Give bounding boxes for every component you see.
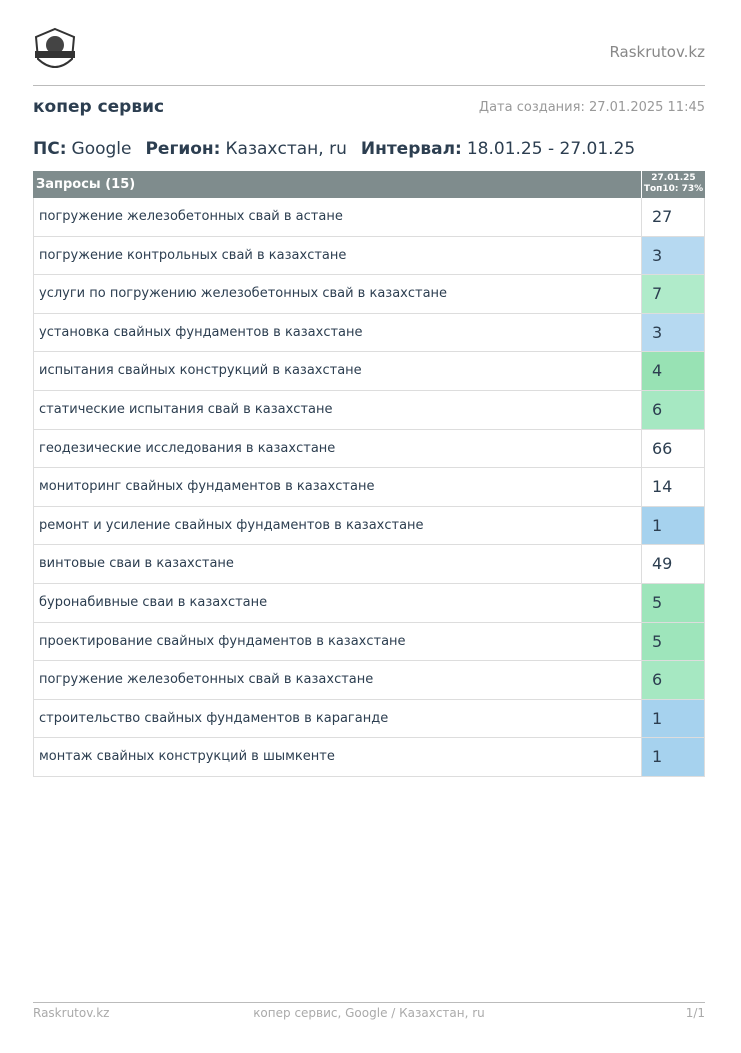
param: ПС: Google: [33, 139, 131, 159]
logo: [34, 27, 76, 68]
query: услуги по погружению железобетонных свай…: [39, 286, 448, 302]
param: Интервал: 18.01.25 - 27.01.25: [361, 139, 635, 159]
position: 3: [641, 236, 704, 275]
query: проектирование свайных фундаментов в каз…: [39, 633, 406, 649]
position: 5: [641, 622, 704, 661]
param-value: 18.01.25 - 27.01.25: [466, 139, 636, 159]
table-row: винтовые сваи в казахстане 49: [33, 545, 705, 584]
site: Raskrutov.kz: [609, 43, 705, 61]
table-row: мониторинг свайных фундаментов в казахст…: [33, 468, 705, 507]
query: погружение железобетонных свай в казахст…: [39, 672, 374, 688]
table-row: погружение контрольных свай в казахстане…: [33, 236, 705, 276]
position: 49: [641, 545, 704, 583]
table-row: погружение железобетонных свай в астане 2…: [33, 198, 705, 237]
position: 6: [641, 390, 704, 429]
table-row: геодезические исследования в казахстане 6…: [33, 429, 705, 469]
query: погружение контрольных свай в казахстане: [39, 247, 347, 263]
footer-right: 1/1: [685, 1006, 705, 1020]
divider: [33, 1002, 705, 1003]
params: ПС: Google Регион: Казахстан, ru Интервал: 18…: [33, 139, 649, 159]
query: статические испытания свай в казахстане: [39, 401, 333, 417]
query: ремонт и усиление свайных фундаментов в …: [39, 517, 424, 533]
footer-center: копер сервис, Google / Казахстан, ru: [253, 1006, 485, 1020]
table-row: монтаж свайных конструкций в шымкенте 1: [33, 738, 705, 777]
param-label: ПС:: [33, 139, 67, 159]
table-row: установка свайных фундаментов в казахста…: [33, 313, 705, 353]
query: буронабивные сваи в казахстане: [39, 594, 268, 610]
param-label: Интервал:: [360, 139, 462, 159]
position: 27: [641, 198, 704, 236]
table-row: услуги по погружению железобетонных свай…: [33, 275, 705, 314]
position: 1: [641, 738, 704, 776]
table-row: строительство свайных фундаментов в кара…: [33, 699, 705, 739]
title: копер сервис: [33, 97, 165, 117]
table-row: проектирование свайных фундаментов в каз…: [33, 622, 705, 662]
position: 14: [641, 468, 704, 506]
table-row: испытания свайных конструкций в казахста…: [33, 352, 705, 391]
position: 7: [641, 275, 704, 313]
position: 1: [641, 506, 704, 545]
query: монтаж свайных конструкций в шымкенте: [39, 749, 335, 765]
table-row: статические испытания свай в казахстане 6: [33, 390, 705, 430]
param-label: Регион:: [145, 139, 221, 159]
table-row: буронабивные сваи в казахстане 5: [33, 583, 705, 623]
param-value: Казахстан, ru: [225, 139, 347, 159]
query: винтовые сваи в казахстане: [39, 556, 234, 572]
query: погружение железобетонных свай в астане: [39, 209, 343, 224]
position: 6: [641, 661, 704, 699]
top: Топ10: 73%: [643, 184, 704, 194]
footer-left: Raskrutov.kz: [33, 1006, 110, 1020]
table: Запросы (15) 27.01.25 Топ10: 73% погружен…: [33, 171, 705, 777]
date: 27.01.25: [651, 173, 696, 183]
param-value: Google: [71, 139, 132, 159]
query: установка свайных фундаментов в казахста…: [39, 324, 363, 340]
param: Регион: Казахстан, ru: [145, 139, 346, 159]
table-row: ремонт и усиление свайных фундаментов в …: [33, 506, 705, 546]
table-header: Запросы (15) 27.01.25 Топ10: 73%: [33, 171, 705, 198]
date-header: 27.01.25 Топ10: 73%: [641, 171, 705, 198]
query: мониторинг свайных фундаментов в казахст…: [39, 479, 375, 495]
position: 1: [641, 699, 704, 738]
position: 5: [641, 583, 704, 622]
table-row: погружение железобетонных свай в казахст…: [33, 661, 705, 700]
divider: [33, 85, 705, 86]
position: 66: [641, 429, 704, 468]
position: 4: [641, 352, 704, 390]
query-header: Запросы (15): [36, 177, 136, 192]
position: 3: [641, 313, 704, 352]
created-date: Дата создания: 27.01.2025 11:45: [478, 100, 705, 115]
query: строительство свайных фундаментов в кара…: [39, 710, 389, 726]
query: испытания свайных конструкций в казахста…: [39, 363, 362, 379]
query: геодезические исследования в казахстане: [39, 440, 336, 456]
